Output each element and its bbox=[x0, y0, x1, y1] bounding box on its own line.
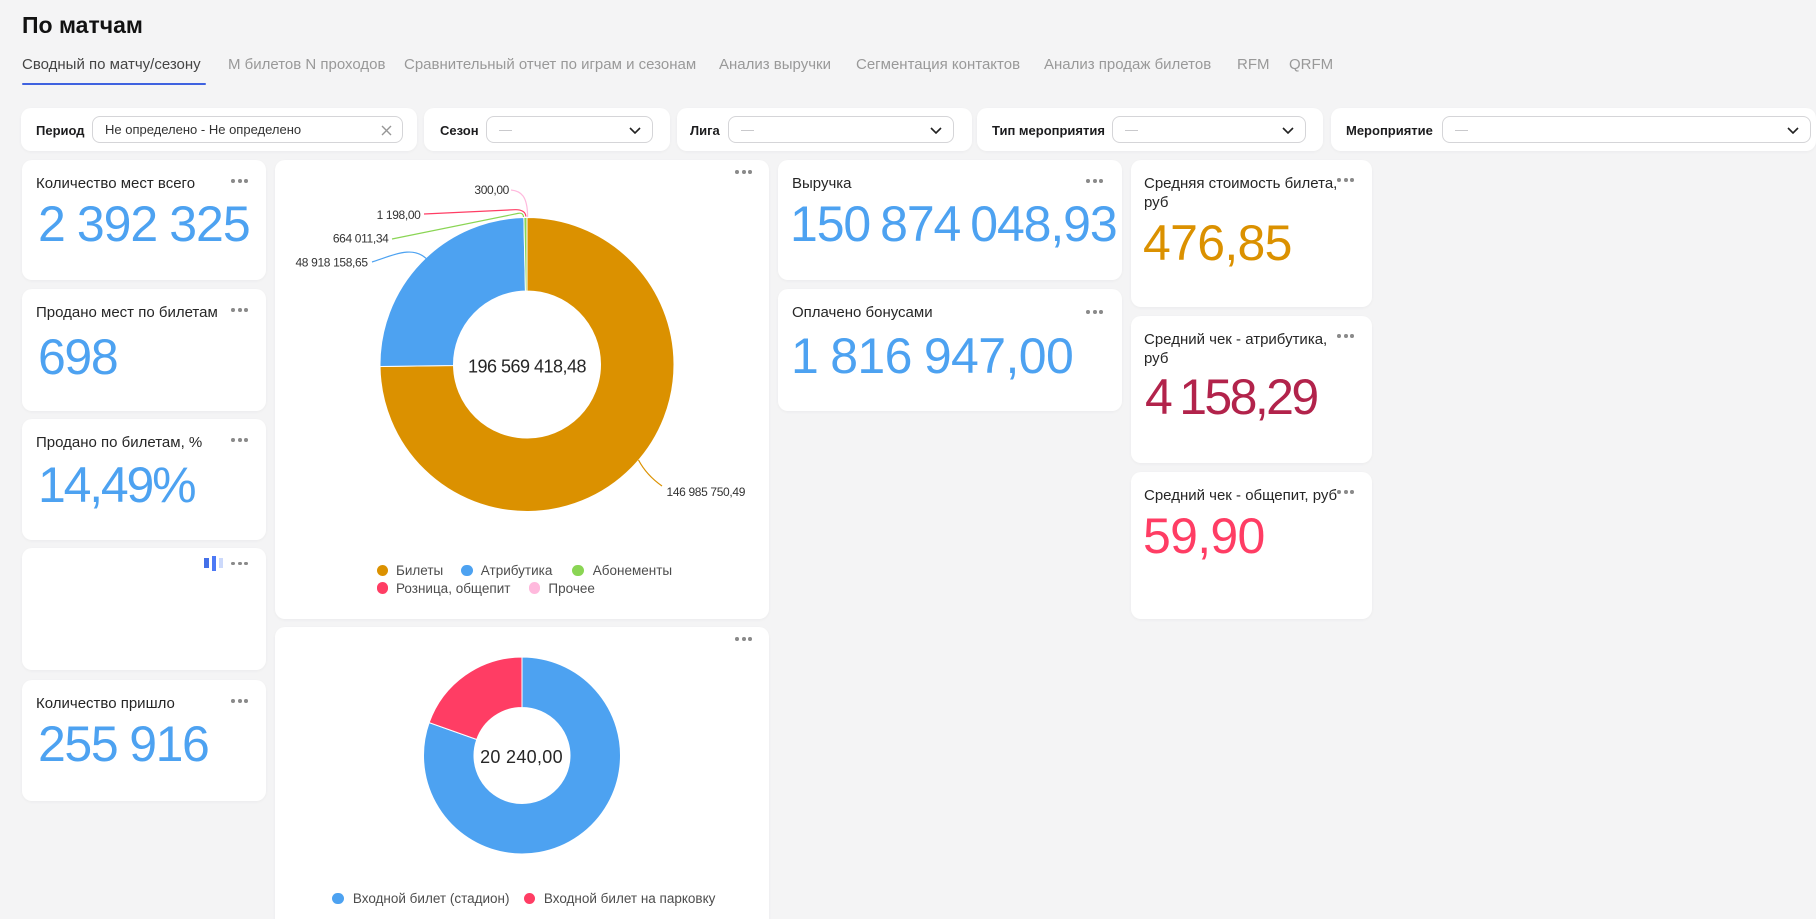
svg-text:1 198,00: 1 198,00 bbox=[377, 208, 422, 222]
svg-text:300,00: 300,00 bbox=[474, 183, 509, 197]
svg-text:20 240,00: 20 240,00 bbox=[480, 747, 563, 767]
svg-text:664 011,34: 664 011,34 bbox=[333, 232, 389, 246]
svg-text:196 569 418,48: 196 569 418,48 bbox=[468, 357, 587, 377]
svg-text:48 918 158,65: 48 918 158,65 bbox=[295, 256, 368, 270]
svg-text:146 985 750,49: 146 985 750,49 bbox=[667, 485, 746, 499]
